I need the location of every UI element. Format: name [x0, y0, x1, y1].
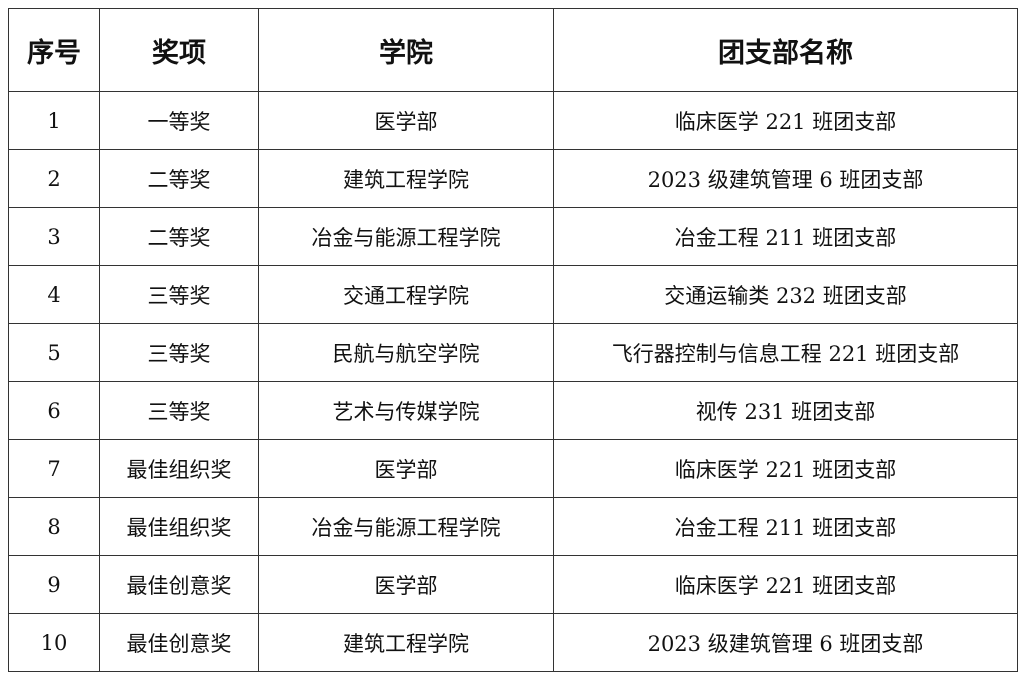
cell-index: 3 [8, 207, 100, 266]
cell-index: 8 [8, 497, 100, 556]
cell-branch: 临床医学 221 班团支部 [553, 439, 1018, 498]
table-row: 3 二等奖 冶金与能源工程学院 冶金工程 211 班团支部 [8, 207, 1018, 266]
cell-college: 医学部 [258, 555, 554, 614]
header-row: 序号 奖项 学院 团支部名称 [8, 8, 1018, 92]
table-row: 1 一等奖 医学部 临床医学 221 班团支部 [8, 91, 1018, 150]
cell-award: 最佳组织奖 [99, 439, 259, 498]
cell-college: 民航与航空学院 [258, 323, 554, 382]
cell-college: 艺术与传媒学院 [258, 381, 554, 440]
cell-branch: 飞行器控制与信息工程 221 班团支部 [553, 323, 1018, 382]
table-row: 2 二等奖 建筑工程学院 2023 级建筑管理 6 班团支部 [8, 149, 1018, 208]
table-row: 9 最佳创意奖 医学部 临床医学 221 班团支部 [8, 555, 1018, 614]
cell-award: 一等奖 [99, 91, 259, 150]
table-row: 4 三等奖 交通工程学院 交通运输类 232 班团支部 [8, 265, 1018, 324]
cell-award: 二等奖 [99, 149, 259, 208]
cell-index: 10 [8, 613, 100, 672]
table-row: 10 最佳创意奖 建筑工程学院 2023 级建筑管理 6 班团支部 [8, 613, 1018, 672]
table-row: 8 最佳组织奖 冶金与能源工程学院 冶金工程 211 班团支部 [8, 497, 1018, 556]
cell-index: 5 [8, 323, 100, 382]
cell-branch: 2023 级建筑管理 6 班团支部 [553, 613, 1018, 672]
cell-index: 6 [8, 381, 100, 440]
cell-branch: 视传 231 班团支部 [553, 381, 1018, 440]
cell-college: 医学部 [258, 91, 554, 150]
cell-branch: 冶金工程 211 班团支部 [553, 497, 1018, 556]
table-row: 6 三等奖 艺术与传媒学院 视传 231 班团支部 [8, 381, 1018, 440]
cell-award: 最佳组织奖 [99, 497, 259, 556]
cell-college: 冶金与能源工程学院 [258, 207, 554, 266]
cell-index: 7 [8, 439, 100, 498]
cell-award: 最佳创意奖 [99, 555, 259, 614]
cell-college: 交通工程学院 [258, 265, 554, 324]
header-branch: 团支部名称 [553, 8, 1018, 92]
header-college: 学院 [258, 8, 554, 92]
header-award: 奖项 [99, 8, 259, 92]
awards-table: 序号 奖项 学院 团支部名称 1 一等奖 医学部 临床医学 221 班团支部 2 二等奖建… [8, 8, 1018, 672]
cell-award: 三等奖 [99, 323, 259, 382]
cell-index: 9 [8, 555, 100, 614]
cell-award: 三等奖 [99, 381, 259, 440]
cell-branch: 交通运输类 232 班团支部 [553, 265, 1018, 324]
cell-college: 建筑工程学院 [258, 613, 554, 672]
cell-college: 冶金与能源工程学院 [258, 497, 554, 556]
table-row: 7 最佳组织奖 医学部 临床医学 221 班团支部 [8, 439, 1018, 498]
cell-award: 最佳创意奖 [99, 613, 259, 672]
cell-branch: 冶金工程 211 班团支部 [553, 207, 1018, 266]
cell-index: 1 [8, 91, 100, 150]
cell-branch: 2023 级建筑管理 6 班团支部 [553, 149, 1018, 208]
cell-branch: 临床医学 221 班团支部 [553, 91, 1018, 150]
cell-award: 三等奖 [99, 265, 259, 324]
table-row: 5 三等奖 民航与航空学院 飞行器控制与信息工程 221 班团支部 [8, 323, 1018, 382]
cell-college: 医学部 [258, 439, 554, 498]
cell-index: 4 [8, 265, 100, 324]
header-index: 序号 [8, 8, 100, 92]
cell-college: 建筑工程学院 [258, 149, 554, 208]
cell-index: 2 [8, 149, 100, 208]
cell-award: 二等奖 [99, 207, 259, 266]
cell-branch: 临床医学 221 班团支部 [553, 555, 1018, 614]
